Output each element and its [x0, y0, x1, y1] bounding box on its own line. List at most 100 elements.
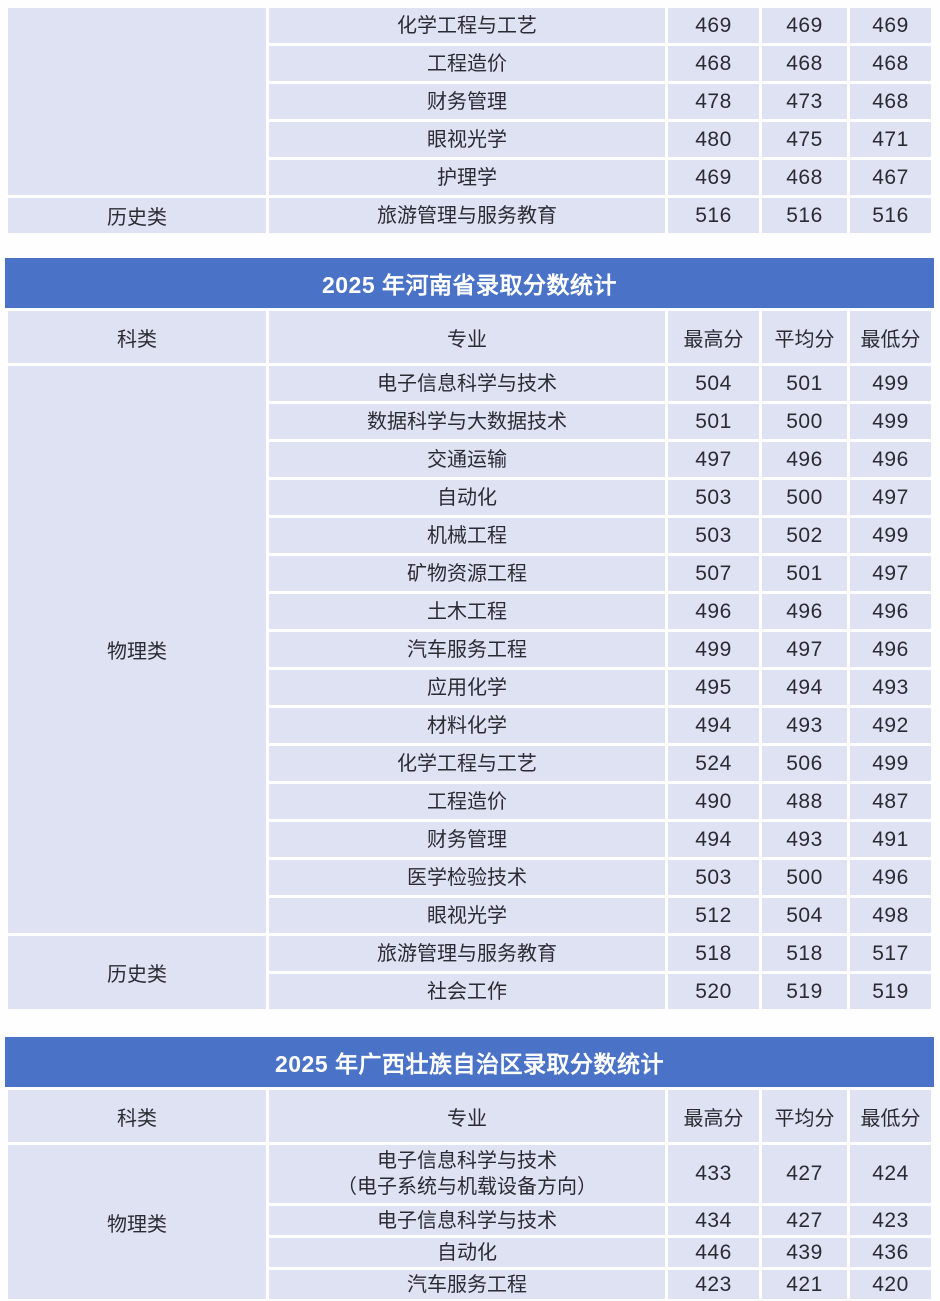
major-cell: 土木工程	[269, 594, 665, 629]
section-partial-table: 化学工程与工艺 469 469 469 工程造价 468 468 468 财务管理 478 473 4…	[5, 5, 940, 236]
max-score-cell: 497	[668, 442, 759, 477]
avg-score-cell: 468	[762, 46, 847, 81]
major-cell: 财务管理	[269, 822, 665, 857]
table-row: 电子信息科学与技术 434 427 423	[8, 1206, 931, 1235]
min-score-cell: 496	[850, 860, 931, 895]
max-score-cell: 499	[668, 632, 759, 667]
max-score-cell: 469	[668, 8, 759, 43]
major-cell: 电子信息科学与技术 （电子系统与机载设备方向）	[269, 1145, 665, 1203]
major-cell: 化学工程与工艺	[269, 8, 665, 43]
avg-score-cell: 501	[762, 556, 847, 591]
avg-score-cell: 496	[762, 442, 847, 477]
min-score-cell: 497	[850, 480, 931, 515]
max-score-cell: 503	[668, 518, 759, 553]
avg-score-cell: 506	[762, 746, 847, 781]
major-cell: 工程造价	[269, 46, 665, 81]
min-score-cell: 496	[850, 632, 931, 667]
column-header-major: 专业	[269, 1090, 665, 1142]
table-row: 化学工程与工艺 469 469 469	[8, 8, 931, 195]
category-cell	[8, 8, 266, 195]
max-score-cell: 496	[668, 594, 759, 629]
max-score-cell: 524	[668, 746, 759, 781]
table-row: 眼视光学 480 475 471	[8, 122, 931, 157]
table-row: 自动化 503 500 497	[8, 480, 931, 515]
table-row: 工程造价 468 468 468	[8, 46, 931, 81]
major-cell: 社会工作	[269, 974, 665, 1009]
max-score-cell: 468	[668, 46, 759, 81]
column-header-category: 科类	[8, 311, 266, 363]
avg-score-cell: 493	[762, 822, 847, 857]
avg-score-cell: 427	[762, 1206, 847, 1235]
category-cell: 历史类	[8, 936, 266, 1009]
max-score-cell: 503	[668, 860, 759, 895]
table-row: 汽车服务工程 423 421 420	[8, 1270, 931, 1299]
major-cell: 汽车服务工程	[269, 632, 665, 667]
max-score-cell: 501	[668, 404, 759, 439]
avg-score-cell: 494	[762, 670, 847, 705]
max-score-cell: 494	[668, 822, 759, 857]
min-score-cell: 469	[850, 8, 931, 43]
avg-score-cell: 493	[762, 708, 847, 743]
major-cell: 自动化	[269, 480, 665, 515]
major-cell: 医学检验技术	[269, 860, 665, 895]
avg-score-cell: 518	[762, 936, 847, 971]
min-score-cell: 499	[850, 404, 931, 439]
table-row: 自动化 446 439 436	[8, 1238, 931, 1267]
table-row: 物理类 电子信息科学与技术 504 501 499	[8, 366, 931, 933]
table-title-guangxi: 2025 年广西壮族自治区录取分数统计	[5, 1037, 934, 1087]
min-score-cell: 519	[850, 974, 931, 1009]
major-cell: 眼视光学	[269, 122, 665, 157]
max-score-cell: 478	[668, 84, 759, 119]
max-score-cell: 503	[668, 480, 759, 515]
table-row: 历史类 旅游管理与服务教育 518 518 517	[8, 936, 931, 1009]
max-score-cell: 434	[668, 1206, 759, 1235]
max-score-cell: 516	[668, 198, 759, 233]
table-row: 历史类 旅游管理与服务教育 516 516 516	[8, 198, 931, 233]
score-table-henan: 科类 专业 最高分 平均分 最低分 物理类 电子信息科学与技术 504 501 499 数据科学与大…	[5, 308, 934, 1012]
column-header-avg: 平均分	[762, 311, 847, 363]
max-score-cell: 433	[668, 1145, 759, 1203]
min-score-cell: 499	[850, 746, 931, 781]
max-score-cell: 518	[668, 936, 759, 971]
major-cell: 化学工程与工艺	[269, 746, 665, 781]
avg-score-cell: 519	[762, 974, 847, 1009]
max-score-cell: 504	[668, 366, 759, 401]
table-row: 社会工作 520 519 519	[8, 974, 931, 1009]
table-row: 数据科学与大数据技术 501 500 499	[8, 404, 931, 439]
table-row: 汽车服务工程 499 497 496	[8, 632, 931, 667]
major-cell: 护理学	[269, 160, 665, 195]
column-header-min: 最低分	[850, 311, 931, 363]
avg-score-cell: 473	[762, 84, 847, 119]
major-cell: 矿物资源工程	[269, 556, 665, 591]
avg-score-cell: 421	[762, 1270, 847, 1299]
avg-score-cell: 475	[762, 122, 847, 157]
table-row: 应用化学 495 494 493	[8, 670, 931, 705]
min-score-cell: 420	[850, 1270, 931, 1299]
min-score-cell: 468	[850, 84, 931, 119]
min-score-cell: 496	[850, 594, 931, 629]
header-row: 科类 专业 最高分 平均分 最低分	[8, 1090, 931, 1142]
min-score-cell: 492	[850, 708, 931, 743]
min-score-cell: 436	[850, 1238, 931, 1267]
avg-score-cell: 468	[762, 160, 847, 195]
avg-score-cell: 427	[762, 1145, 847, 1203]
min-score-cell: 487	[850, 784, 931, 819]
table-row: 眼视光学 512 504 498	[8, 898, 931, 933]
table-row: 财务管理 494 493 491	[8, 822, 931, 857]
major-cell: 机械工程	[269, 518, 665, 553]
table-row: 医学检验技术 503 500 496	[8, 860, 931, 895]
section-guangxi: 2025 年广西壮族自治区录取分数统计 科类 专业 最高分 平均分 最低分 物理类 电子信息…	[5, 1037, 940, 1301]
min-score-cell: 499	[850, 366, 931, 401]
table-row: 材料化学 494 493 492	[8, 708, 931, 743]
avg-score-cell: 516	[762, 198, 847, 233]
table-row: 护理学 469 468 467	[8, 160, 931, 195]
avg-score-cell: 469	[762, 8, 847, 43]
header-row: 科类 专业 最高分 平均分 最低分	[8, 311, 931, 363]
min-score-cell: 468	[850, 46, 931, 81]
avg-score-cell: 500	[762, 860, 847, 895]
avg-score-cell: 439	[762, 1238, 847, 1267]
max-score-cell: 480	[668, 122, 759, 157]
table-row: 工程造价 490 488 487	[8, 784, 931, 819]
category-cell: 物理类	[8, 366, 266, 933]
min-score-cell: 516	[850, 198, 931, 233]
